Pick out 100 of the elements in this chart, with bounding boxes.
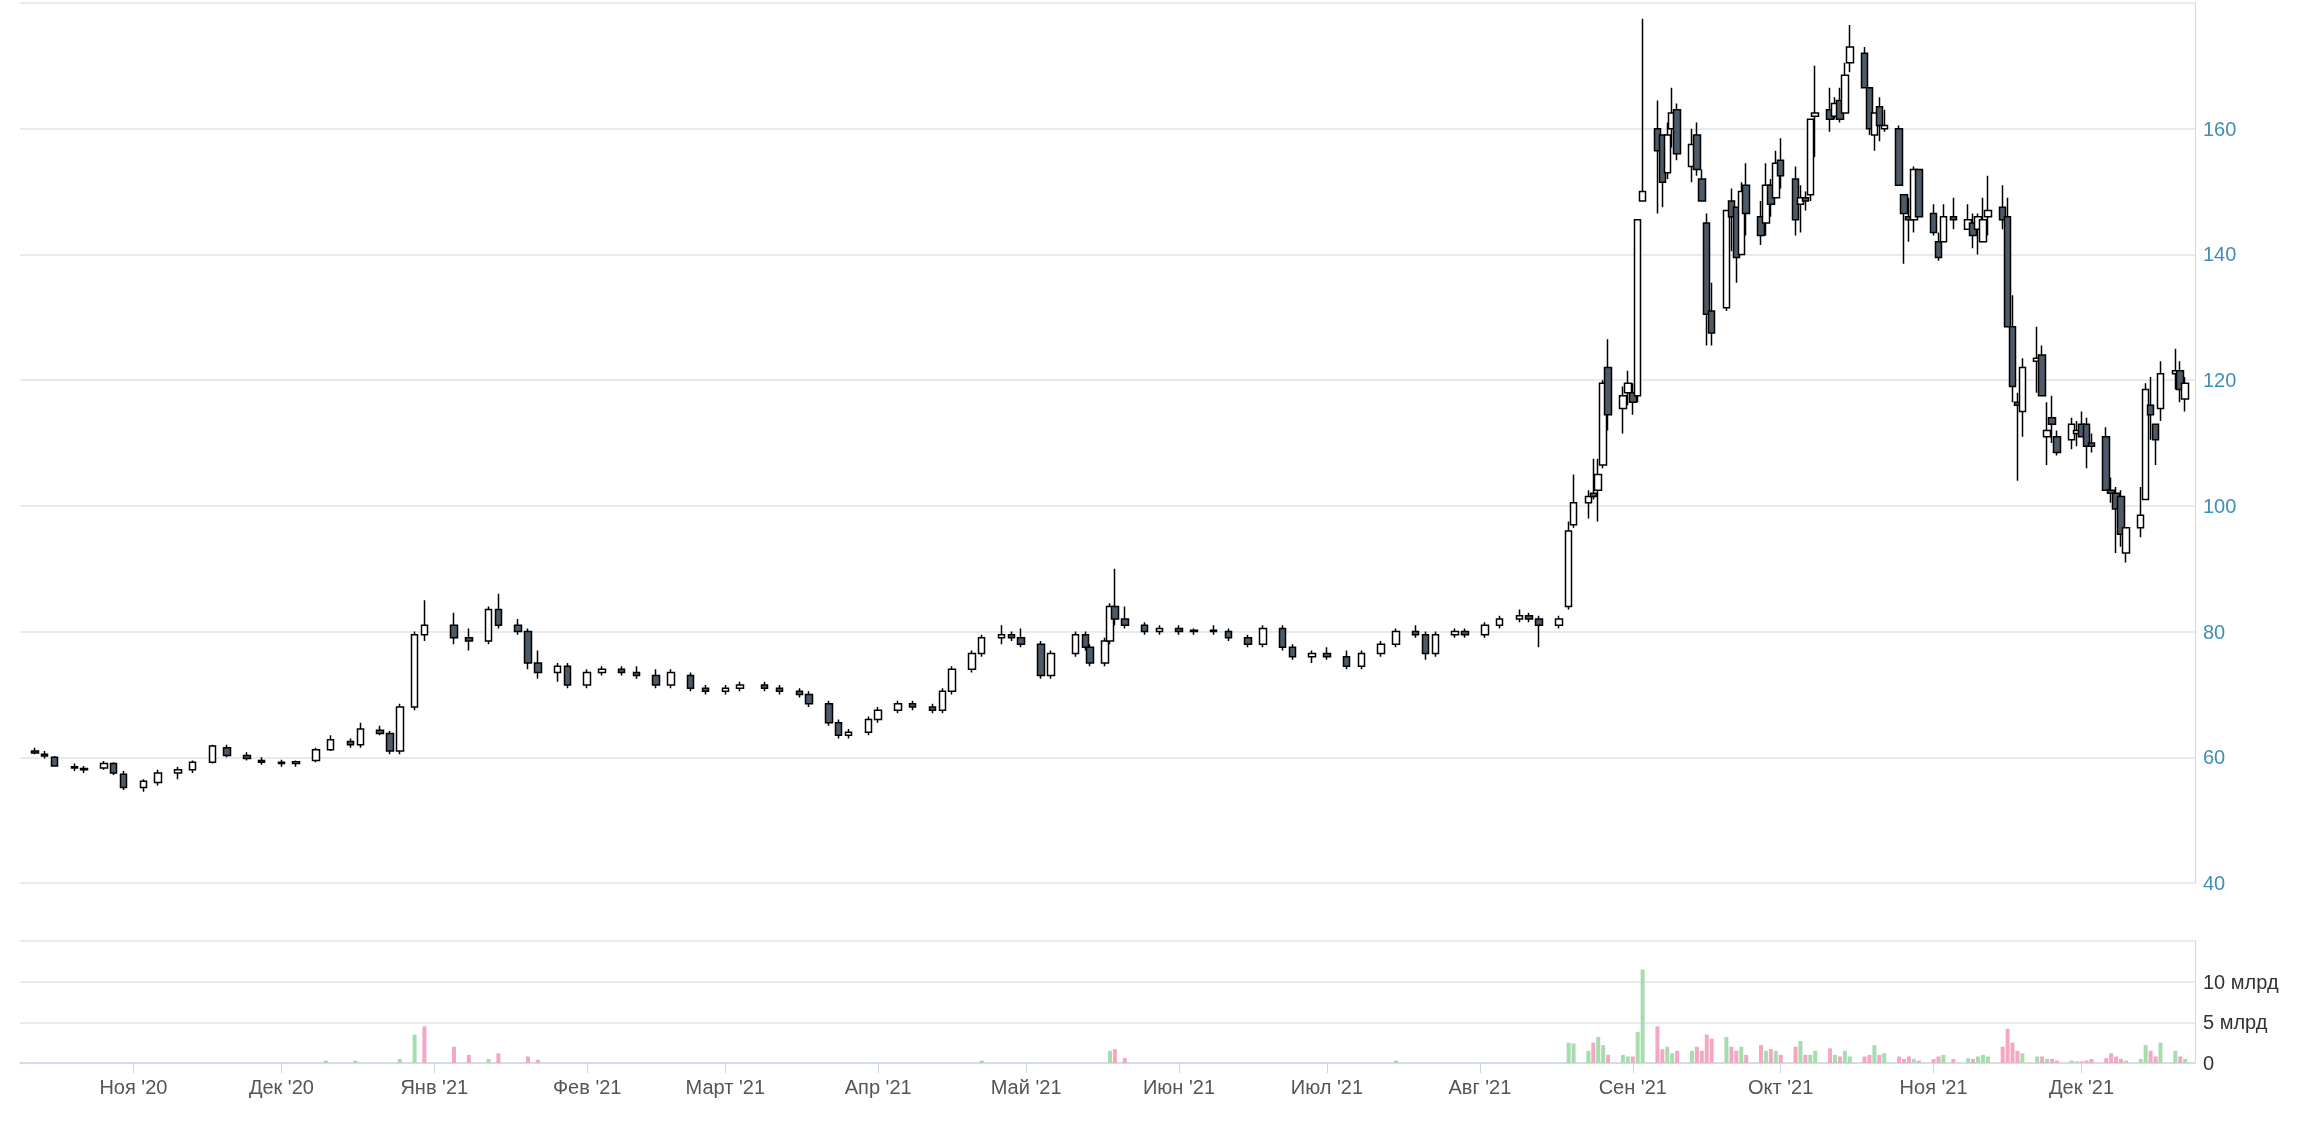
bar [2020,1053,2025,1063]
candlestick [1480,621,1490,639]
bar [1625,1056,1630,1063]
bar [1665,1046,1670,1063]
y-tick-label: 40 [2203,872,2226,894]
bar [2040,1056,2045,1063]
bar [1941,1054,1946,1063]
candlestick [1016,627,1026,649]
candlestick [173,765,183,781]
candlestick [824,699,834,727]
bar [422,1026,427,1063]
bar [1936,1056,1941,1063]
candlestick [873,706,883,724]
candlestick [1697,168,1707,202]
bar [2045,1058,2050,1063]
candlestick [208,743,217,765]
bar [1689,1050,1694,1063]
bar [1122,1058,1127,1063]
y-tick-label: 0 [2203,1052,2215,1074]
bar [1675,1050,1680,1063]
candlestick [775,684,784,696]
candlestick [523,627,533,671]
candlestick [1421,630,1430,661]
y-tick-label: 160 [2203,117,2237,140]
candlestick [1307,649,1317,664]
candlestick [1845,24,1855,73]
candlestick [1140,621,1149,636]
candlestick [70,762,79,772]
candlestick [1791,165,1800,237]
x-tick-label: Окт '21 [1748,1076,1814,1098]
bar [1744,1054,1749,1063]
bar [1897,1056,1902,1063]
x-tick-label: Июн '21 [1142,1076,1216,1098]
candlestick [188,759,197,774]
candlestick [553,662,562,683]
candlestick [1554,615,1564,630]
bar [535,1059,540,1063]
x-tick-label: Фев '21 [552,1076,622,1098]
bar [1832,1054,1837,1063]
candlestick [1342,649,1351,671]
candlestick [513,618,523,636]
candlestick [760,681,769,693]
bar [2178,1056,2183,1063]
candlestick [1524,611,1534,623]
candlestick [1036,640,1046,680]
bar [496,1053,501,1063]
bar [1911,1058,1916,1063]
bar [1596,1036,1601,1063]
candlestick [617,665,626,677]
bar [1877,1054,1882,1063]
candlestick [1534,615,1544,649]
candlestick [701,684,710,696]
bar [1906,1056,1911,1063]
candlestick [908,699,917,711]
candlestick [50,755,59,768]
bar [1758,1045,1763,1063]
candlestick [30,747,40,755]
bar [2183,1058,2188,1063]
bar [1872,1045,1877,1063]
candlestick [1357,649,1366,671]
bar [1798,1041,1803,1063]
bar [1655,1026,1660,1063]
candlestick [563,662,572,689]
candlestick [1224,627,1233,642]
candlestick [311,747,321,764]
bar [1951,1058,1956,1063]
candlestick [385,730,395,755]
bar [466,1054,471,1063]
candlestick [1411,624,1420,639]
bar [2035,1056,2040,1063]
candlestick [1391,627,1401,649]
candlestick [721,684,730,696]
bar [1640,969,1645,1063]
candlestick [977,633,986,658]
candlestick [795,687,804,699]
candlestick [99,760,109,771]
candlestick [1702,212,1711,347]
bar [1828,1048,1833,1063]
candlestick [1431,630,1440,658]
y-tick-label: 140 [2203,243,2237,266]
x-tick-label: Сен '21 [1598,1076,1667,1098]
candlestick [109,761,118,776]
x-tick-label: Дек '21 [2049,1076,2115,1098]
candlestick [449,611,459,645]
candlestick [928,703,937,715]
candlestick [597,665,607,677]
candlestick [1258,624,1268,649]
candlestick [1046,649,1056,680]
candlestick [844,728,853,740]
y-tick-label: 10 млрд [2203,970,2279,993]
x-tick-label: Янв '21 [400,1076,469,1098]
x-tick-label: Ноя '21 [1899,1076,1968,1098]
bar [2158,1042,2163,1063]
bar [1729,1046,1734,1063]
bar [1867,1054,1872,1063]
candlestick [2156,360,2165,422]
candlestick [1450,627,1460,639]
candlestick [1174,624,1184,636]
y-tick-label: 100 [2203,494,2237,517]
x-tick-label: Авг '21 [1448,1076,1512,1098]
